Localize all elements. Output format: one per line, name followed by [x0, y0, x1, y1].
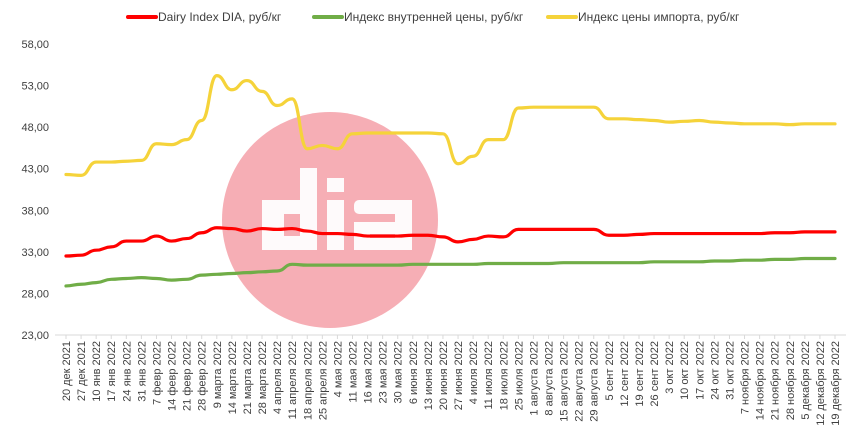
series-line-3 — [64, 73, 837, 177]
x-tick-label: 28 февр 2022 — [197, 341, 209, 411]
x-tick-label: 5 декабря 2022 — [800, 341, 812, 420]
x-tick-label: 21 марта 2022 — [242, 341, 254, 414]
x-tick-label: 17 окт 2022 — [694, 341, 706, 400]
x-tick-label: 10 янв 2022 — [91, 341, 103, 402]
x-tick-label: 7 февр 2022 — [151, 341, 163, 405]
x-tick-label: 15 августа 2022 — [559, 341, 571, 422]
x-tick-label: 8 августа 2022 — [544, 341, 556, 416]
x-tick-label: 23 мая 2022 — [378, 341, 390, 403]
y-tick-label: 28,00 — [21, 288, 49, 300]
x-tick-label: 27 июня 2022 — [453, 341, 465, 410]
axes: 23,00 28,00 33,00 38,00 43,00 48,00 53,00 58,00… — [21, 39, 846, 426]
x-tick-label: 14 февр 2022 — [167, 341, 179, 411]
x-tick-label: 11 мая 2022 — [347, 341, 359, 403]
y-tick-label: 38,00 — [21, 205, 49, 217]
series-line-1 — [64, 226, 837, 258]
x-tick-label: 22 августа 2022 — [574, 341, 586, 422]
y-tick-label: 43,00 — [21, 164, 49, 176]
y-tick-label: 48,00 — [21, 122, 49, 134]
x-tick-label: 18 июля 2022 — [498, 341, 510, 410]
series-line-2 — [64, 256, 837, 288]
x-tick-label: 20 июня 2022 — [438, 341, 450, 410]
x-tick-label: 19 декабря 2022 — [830, 341, 842, 426]
x-tick-label: 29 августа 2022 — [589, 341, 601, 422]
y-tick-label: 58,00 — [21, 39, 49, 51]
x-tick-label: 26 сент 2022 — [649, 341, 661, 407]
x-tick-label: 25 апреля 2022 — [317, 341, 329, 420]
x-tick-label: 25 июля 2022 — [513, 341, 525, 410]
x-tick-label: 31 окт 2022 — [724, 341, 736, 400]
x-tick-label: 20 дек 2021 — [61, 341, 73, 401]
x-tick-label: 7 ноября 2022 — [740, 341, 752, 414]
x-tick-label: 11 июля 2022 — [483, 341, 495, 410]
x-tick-label: 24 янв 2022 — [121, 341, 133, 402]
x-tick-label: 28 марта 2022 — [257, 341, 269, 414]
x-tick-label: 11 апреля 2022 — [287, 341, 299, 419]
x-tick-label: 6 июня 2022 — [408, 341, 420, 404]
x-tick-label: 24 окт 2022 — [709, 341, 721, 400]
x-tick-label: 27 дек 2021 — [76, 341, 88, 401]
x-tick-label: 9 марта 2022 — [212, 341, 224, 408]
x-tick-label: 30 мая 2022 — [393, 341, 405, 403]
x-tick-label: 4 июля 2022 — [468, 341, 480, 404]
x-tick-label: 21 февр 2022 — [182, 341, 194, 411]
y-tick-label: 23,00 — [21, 330, 49, 342]
x-tick-label: 28 ноября 2022 — [785, 341, 797, 420]
x-tick-label: 14 марта 2022 — [227, 341, 239, 414]
x-tick-label: 1 августа 2022 — [528, 341, 540, 416]
x-tick-label: 31 янв 2022 — [136, 341, 148, 402]
logo-lettering — [262, 168, 412, 250]
x-tick-label: 12 декабря 2022 — [815, 341, 827, 426]
x-tick-label: 3 окт 2022 — [664, 341, 676, 394]
x-tick-label: 4 апреля 2022 — [272, 341, 284, 414]
x-tick-label: 4 мая 2022 — [332, 341, 344, 397]
x-tick-label: 18 апреля 2022 — [302, 341, 314, 420]
x-tick-label: 16 мая 2022 — [363, 341, 375, 403]
y-tick-label: 53,00 — [21, 81, 49, 93]
x-tick-label: 19 сент 2022 — [634, 341, 646, 407]
legend-label-3: Индекс цены импорта, руб/кг — [578, 10, 740, 24]
x-tick-label: 21 ноября 2022 — [770, 341, 782, 420]
x-tick-label: 17 янв 2022 — [106, 341, 118, 402]
x-tick-label: 13 июня 2022 — [423, 341, 435, 410]
x-tick-label: 12 сент 2022 — [619, 341, 631, 407]
dia-logo-watermark — [222, 112, 438, 328]
y-tick-label: 33,00 — [21, 247, 49, 259]
x-tick-label: 10 окт 2022 — [679, 341, 691, 400]
legend-label-1: Dairy Index DIA, руб/кг — [158, 10, 282, 24]
x-tick-label: 14 ноября 2022 — [755, 341, 767, 420]
series-layer — [64, 73, 837, 288]
legend-label-2: Индекс внутренней цены, руб/кг — [344, 10, 524, 24]
x-tick-label: 5 сент 2022 — [604, 341, 616, 400]
legend: Dairy Index DIA, руб/кг Индекс внутренней… — [126, 10, 740, 24]
